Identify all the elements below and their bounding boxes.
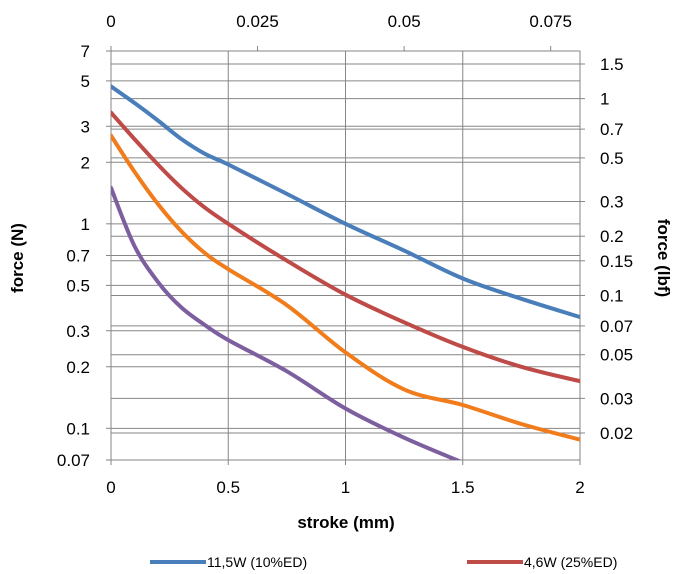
x-tick-label: 0.5	[216, 478, 240, 497]
x-tick-label: 1	[341, 478, 350, 497]
y-tick-label: 0.07	[57, 451, 90, 470]
y-tick-label: 0.7	[66, 247, 90, 266]
y-tick-label: 0.2	[66, 358, 90, 377]
y-tick-label: 3	[81, 117, 90, 136]
y-right-tick-label: 1	[600, 90, 609, 109]
tick-labels: 0.07 0.1 0.2 0.3 0.5 0.7 1 2 3 5 7 0.02 0.03 0.05 0.07…	[57, 12, 633, 497]
y-right-tick-label: 0.07	[600, 317, 633, 336]
x-axis-title: stroke (mm)	[297, 513, 394, 532]
legend-label: 11,5W (10%ED)	[207, 554, 307, 570]
y-tick-label: 5	[81, 72, 90, 91]
series-line	[111, 110, 580, 384]
y-right-tick-label: 0.05	[600, 346, 633, 365]
legend: 11,5W (10%ED) 4,6W (25%ED)	[150, 554, 617, 570]
x-tick-label: 2	[575, 478, 584, 497]
y-tick-label: 2	[81, 153, 90, 172]
legend-label: 4,6W (25%ED)	[524, 554, 617, 570]
y-right-tick-label: 0.1	[600, 286, 624, 305]
y-tick-label: 0.5	[66, 276, 90, 295]
y-right-tick-label: 0.03	[600, 389, 633, 408]
x-top-tick-label: 0.05	[388, 12, 421, 31]
y-right-axis-title: force (lbf)	[654, 219, 673, 297]
y-right-tick-label: 0.02	[600, 424, 633, 443]
y-right-tick-label: 0.3	[600, 193, 624, 212]
x-top-tick-label: 0.025	[236, 12, 279, 31]
y-tick-label: 1	[81, 215, 90, 234]
y-axis-title: force (N)	[8, 223, 27, 293]
series-group	[111, 84, 580, 460]
x-top-tick-label: 0	[106, 12, 115, 31]
legend-item: 4,6W (25%ED)	[467, 554, 617, 570]
x-top-tick-label: 0.075	[529, 12, 572, 31]
legend-item: 11,5W (10%ED)	[150, 554, 307, 570]
axes	[106, 46, 585, 465]
x-tick-label: 1.5	[451, 478, 475, 497]
x-tick-label: 0	[106, 478, 115, 497]
series-line	[111, 185, 462, 460]
y-right-tick-label: 1.5	[600, 55, 624, 74]
series-line	[111, 84, 580, 320]
y-right-tick-label: 0.15	[600, 252, 633, 271]
series-line	[111, 133, 580, 442]
y-right-tick-label: 0.2	[600, 227, 624, 246]
y-right-tick-label: 0.7	[600, 120, 624, 139]
y-tick-label: 0.1	[66, 419, 90, 438]
y-tick-label: 7	[81, 42, 90, 61]
y-tick-label: 0.3	[66, 322, 90, 341]
y-right-tick-label: 0.5	[600, 149, 624, 168]
